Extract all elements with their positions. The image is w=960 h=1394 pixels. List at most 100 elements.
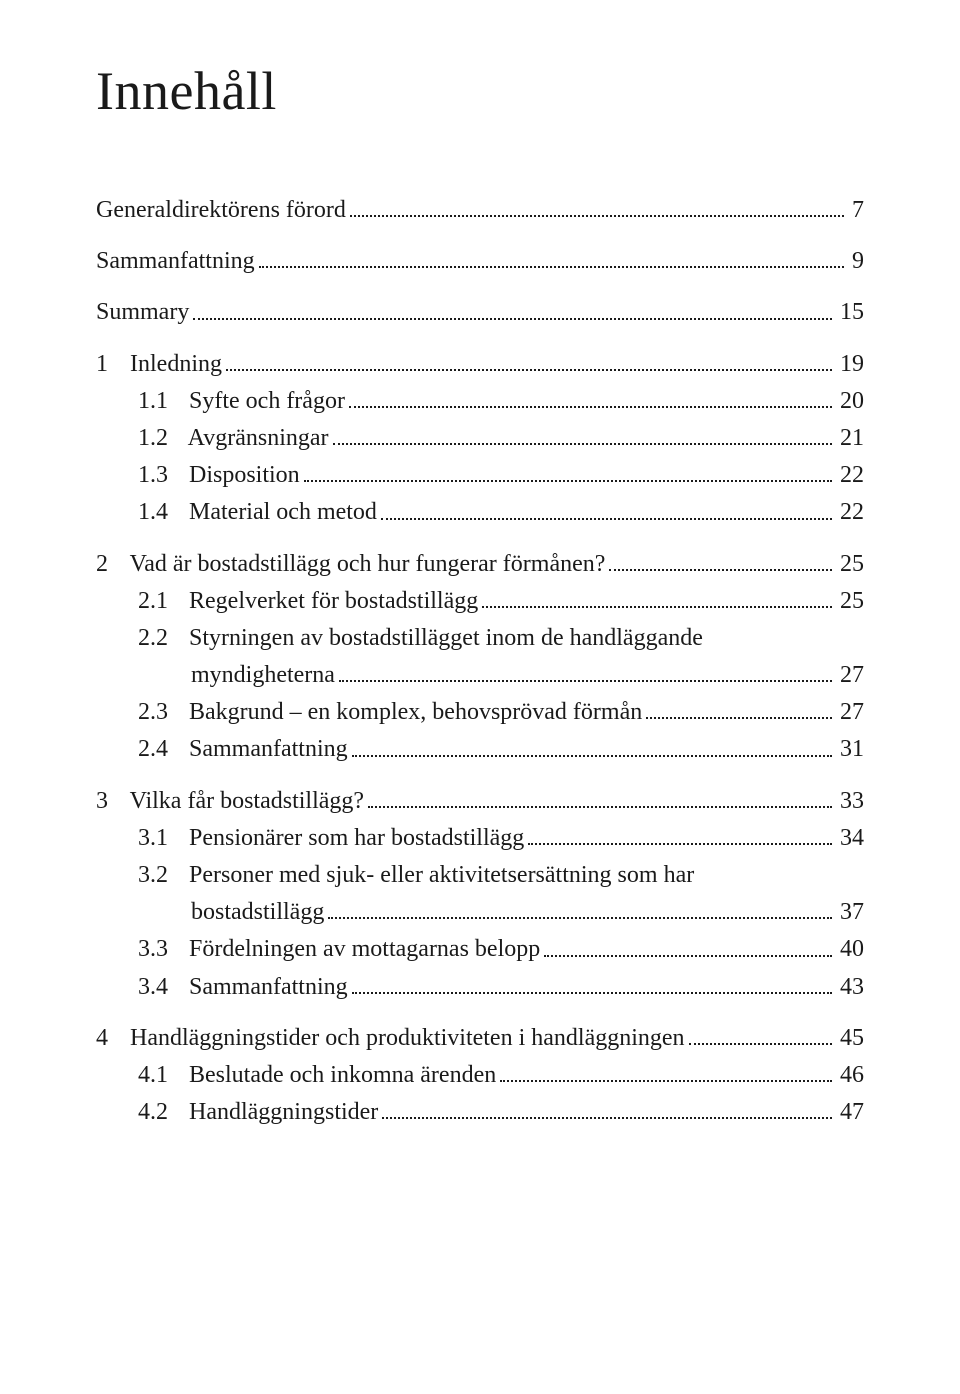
toc-entry: 3.1 Pensionärer som har bostadstillägg 34 <box>96 820 864 857</box>
toc-entry-page: 22 <box>836 457 864 494</box>
toc-entry-page: 47 <box>836 1094 864 1131</box>
toc-entry-label: 1.2 Avgränsningar <box>138 420 329 457</box>
toc-leader <box>544 954 832 957</box>
toc-leader <box>328 916 832 919</box>
toc-entry-line2: bostadstillägg 37 <box>96 894 864 931</box>
toc-entry-page: 43 <box>836 969 864 1006</box>
toc-leader <box>368 805 832 808</box>
toc-entry-label: Generaldirektörens förord <box>96 192 346 229</box>
toc-entry: 4.1 Beslutade och inkomna ärenden46 <box>96 1057 864 1094</box>
toc-entry-label: myndigheterna <box>191 657 335 694</box>
toc-entry-label: 2 Vad är bostadstillägg och hur fungerar… <box>96 546 605 583</box>
toc-entry-label: 3.1 Pensionärer som har bostadstillägg <box>138 820 524 857</box>
toc-leader <box>350 214 844 217</box>
toc-entry: 4.2 Handläggningstider 47 <box>96 1094 864 1131</box>
toc-entry-label: 2.1 Regelverket för bostadstillägg <box>138 583 478 620</box>
toc-entry-page: 34 <box>836 820 864 857</box>
toc-entry-label: Styrningen av bostadstillägget inom de h… <box>183 625 703 651</box>
toc-entry-line1: 3.2 Personer med sjuk- eller aktivitetse… <box>96 857 864 894</box>
toc-entry: 3.3 Fördelningen av mottagarnas belopp40 <box>96 931 864 968</box>
toc-entry-page: 27 <box>836 657 864 694</box>
toc-entry-label: 1.3 Disposition <box>138 457 300 494</box>
toc-leader <box>333 442 832 445</box>
toc-entry: 4 Handläggningstider och produktiviteten… <box>96 1020 864 1057</box>
toc-entry: Generaldirektörens förord 7 <box>96 192 864 229</box>
toc-leader <box>352 991 832 994</box>
toc-entry-label: 4 Handläggningstider och produktiviteten… <box>96 1020 685 1057</box>
toc-entry-label: 3.4 Sammanfattning <box>138 969 348 1006</box>
toc-leader <box>339 679 832 682</box>
toc-entry-number: 3.1 <box>138 820 183 857</box>
toc-leader <box>382 1116 832 1119</box>
toc-leader <box>352 754 832 757</box>
toc-entry-number: 3.2 <box>138 857 183 894</box>
toc-entry-label: 4.1 Beslutade och inkomna ärenden <box>138 1057 496 1094</box>
toc-leader <box>482 605 832 608</box>
toc-entry-number: 2.3 <box>138 694 183 731</box>
toc-leader <box>259 265 844 268</box>
toc-entry-number: 2.4 <box>138 731 183 768</box>
toc-leader <box>193 317 832 320</box>
toc-entry: 1.2 Avgränsningar 21 <box>96 420 864 457</box>
toc-entry-number: 1.3 <box>138 457 183 494</box>
toc-entry: 1 Inledning19 <box>96 346 864 383</box>
toc-entry-number: 2.2 <box>138 620 183 657</box>
toc-entry-label: 1.4 Material och metod <box>138 494 377 531</box>
toc-entry-page: 9 <box>848 243 864 280</box>
page-title: Innehåll <box>96 60 864 122</box>
toc-entry: 2.1 Regelverket för bostadstillägg 25 <box>96 583 864 620</box>
toc-leader <box>689 1042 832 1045</box>
toc-leader <box>381 517 832 520</box>
toc-entry-number: 1.1 <box>138 383 183 420</box>
toc-entry-label: 1 Inledning <box>96 346 222 383</box>
toc-entry: 2.4 Sammanfattning 31 <box>96 731 864 768</box>
toc-entry: 2.2 Styrningen av bostadstillägget inom … <box>96 620 864 694</box>
toc-leader <box>226 368 832 371</box>
toc-entry-page: 21 <box>836 420 864 457</box>
toc-entry-page: 25 <box>836 546 864 583</box>
toc-entry-line2: myndigheterna 27 <box>96 657 864 694</box>
toc-leader <box>528 842 832 845</box>
toc-entry-label: 3 Vilka får bostadstillägg? <box>96 783 364 820</box>
toc-entry-label: Personer med sjuk- eller aktivitetsersät… <box>183 862 694 888</box>
toc-entry-number: 1.2 <box>138 420 183 457</box>
toc-entry-number: 4.1 <box>138 1057 183 1094</box>
toc-entry-page: 37 <box>836 894 864 931</box>
toc-entry-number: 1 <box>96 346 124 383</box>
toc-leader <box>646 716 832 719</box>
toc-entry-label: 2.3 Bakgrund – en komplex, behovsprövad … <box>138 694 642 731</box>
toc-entry-label: Summary <box>96 294 189 331</box>
toc-entry-label: 4.2 Handläggningstider <box>138 1094 378 1131</box>
toc-entry-page: 33 <box>836 783 864 820</box>
toc-entry-page: 31 <box>836 731 864 768</box>
toc-entry-number: 1.4 <box>138 494 183 531</box>
toc-leader <box>609 568 832 571</box>
toc-leader <box>349 405 832 408</box>
toc-entry: 1.4 Material och metod 22 <box>96 494 864 531</box>
toc-entry: Sammanfattning9 <box>96 243 864 280</box>
toc-entry: 2 Vad är bostadstillägg och hur fungerar… <box>96 546 864 583</box>
toc-entry-label: 1.1 Syfte och frågor <box>138 383 345 420</box>
toc-entry: 3.2 Personer med sjuk- eller aktivitetse… <box>96 857 864 931</box>
toc-entry-number: 3 <box>96 783 124 820</box>
toc-entry-page: 7 <box>848 192 864 229</box>
toc-entry-line1: 2.2 Styrningen av bostadstillägget inom … <box>96 620 864 657</box>
toc-entry-page: 22 <box>836 494 864 531</box>
toc-entry-label: 2.4 Sammanfattning <box>138 731 348 768</box>
toc-entry: 1.1 Syfte och frågor 20 <box>96 383 864 420</box>
document-page: Innehåll Generaldirektörens förord 7 Samma… <box>0 0 960 1394</box>
toc-entry-number: 4 <box>96 1020 124 1057</box>
toc-entry: 3 Vilka får bostadstillägg? 33 <box>96 783 864 820</box>
toc-leader <box>304 479 832 482</box>
toc-entry-page: 25 <box>836 583 864 620</box>
toc-entry: 1.3 Disposition 22 <box>96 457 864 494</box>
toc-entry-page: 27 <box>836 694 864 731</box>
toc-entry-page: 45 <box>836 1020 864 1057</box>
toc-entry-number: 3.3 <box>138 931 183 968</box>
toc-entry: 3.4 Sammanfattning 43 <box>96 969 864 1006</box>
toc-entry-number: 4.2 <box>138 1094 183 1131</box>
toc-leader <box>500 1079 832 1082</box>
toc-entry-page: 20 <box>836 383 864 420</box>
toc-entry-number: 2.1 <box>138 583 183 620</box>
toc-entry-label: bostadstillägg <box>191 894 324 931</box>
